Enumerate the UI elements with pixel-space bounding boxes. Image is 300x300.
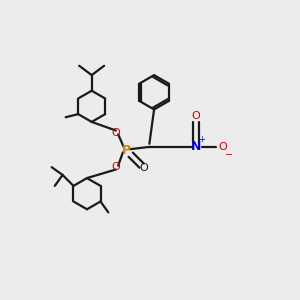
Text: −: − (225, 150, 233, 160)
Text: O: O (218, 142, 227, 152)
Text: O: O (112, 128, 120, 138)
Text: N: N (191, 140, 201, 153)
Text: O: O (192, 111, 201, 121)
Text: P: P (122, 143, 130, 157)
Text: O: O (140, 163, 148, 173)
Text: O: O (112, 162, 120, 172)
Text: +: + (198, 135, 205, 144)
